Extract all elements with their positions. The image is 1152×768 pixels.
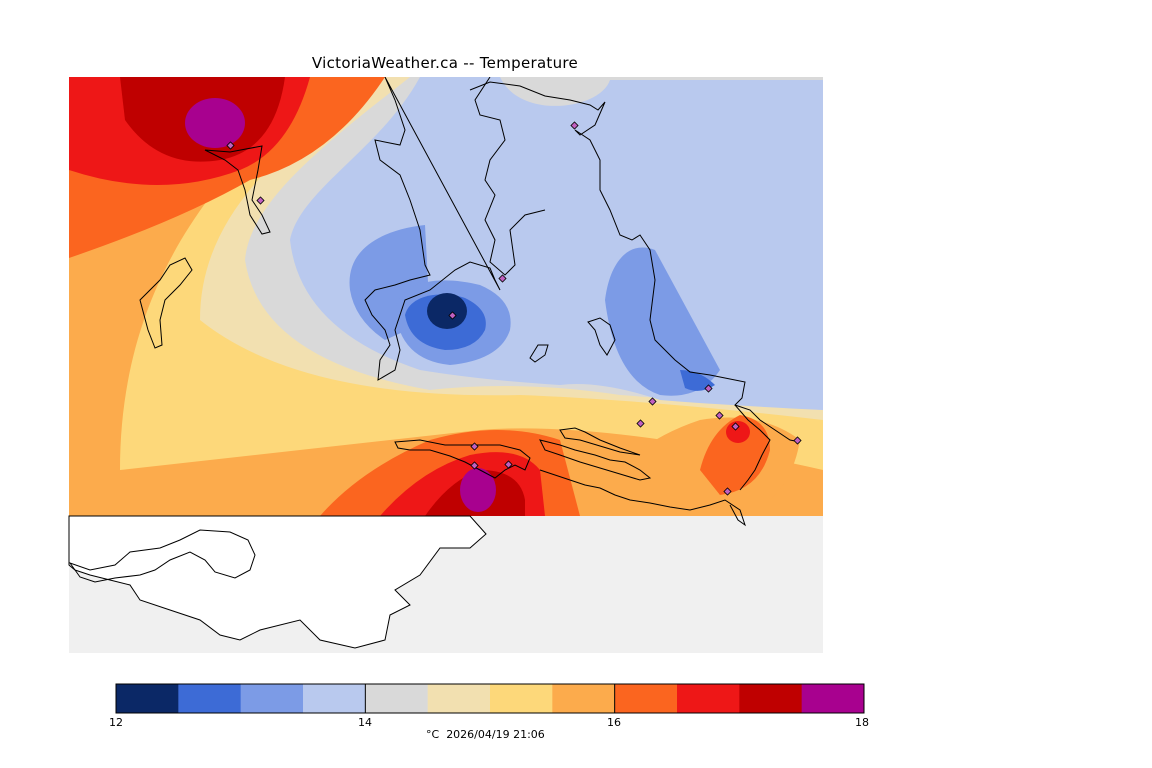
temperature-field (69, 77, 823, 516)
colorbar-swatch (303, 684, 366, 713)
colorbar-swatch (427, 684, 491, 713)
colorbar-swatch (178, 684, 242, 713)
unit-label: °C (426, 728, 440, 741)
colorbar-swatch (801, 684, 865, 713)
station-markers (226, 121, 802, 496)
footer-caption: °C 2026/04/19 21:06 (426, 728, 545, 741)
colorbar-swatch (677, 684, 740, 713)
colorbar-swatch (552, 684, 616, 713)
map-title: VictoriaWeather.ca -- Temperature (311, 54, 579, 72)
colorbar-tick-18: 18 (855, 716, 869, 729)
colorbar-swatch (614, 684, 678, 713)
timestamp: 2026/04/19 21:06 (446, 728, 545, 741)
colorbar-tick-12: 12 (109, 716, 123, 729)
colorbar-swatch (240, 684, 304, 713)
colorbar-swatch (116, 684, 179, 713)
colorbar (115, 683, 865, 714)
colorbar-tick-16: 16 (607, 716, 621, 729)
colorbar-tick-14: 14 (358, 716, 372, 729)
colorbar-swatch (365, 684, 429, 713)
colorbar-swatch (739, 684, 803, 713)
colorbar-swatch (490, 684, 553, 713)
coastlines (69, 77, 801, 583)
land-mask (68, 515, 487, 649)
